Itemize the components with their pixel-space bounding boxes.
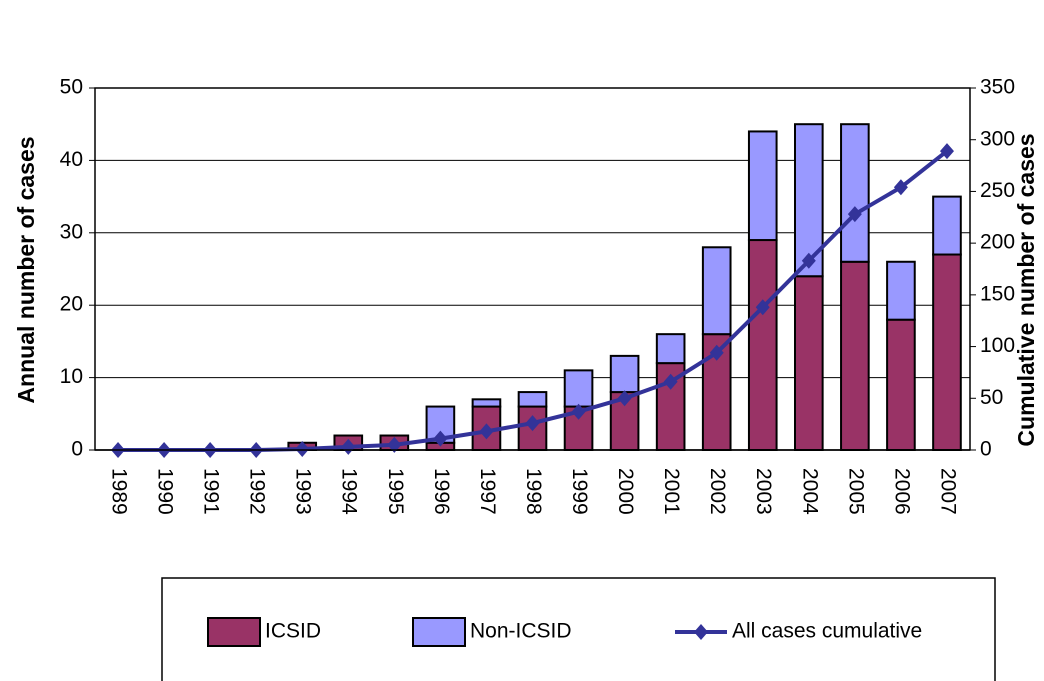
bar-segment [517, 391, 548, 408]
bar-segment [886, 318, 916, 451]
y2-tick-label: 300 [980, 127, 1015, 150]
bar-segment [747, 239, 778, 451]
y-tick-label: 50 [60, 76, 83, 99]
y-tick-label: 40 [60, 148, 83, 171]
x-tick-label: 1992 [246, 468, 269, 515]
legend [161, 577, 996, 681]
y2-tick-label: 250 [980, 179, 1015, 202]
x-tick-label: 2007 [936, 468, 959, 515]
line-marker [479, 423, 494, 440]
bar-segment [932, 253, 962, 451]
x-tick-label: 2006 [890, 468, 913, 515]
x-tick-label: 1994 [338, 468, 361, 515]
y-axis-title: Annual number of cases [13, 136, 39, 403]
y-tick-label: 30 [60, 220, 83, 243]
bar-segment [701, 246, 732, 336]
x-tick-label: 1998 [522, 468, 545, 515]
line-marker [939, 143, 954, 160]
y2-tick-label: 100 [980, 334, 1015, 357]
legend-label: All cases cumulative [732, 620, 922, 643]
bar-segment [563, 369, 594, 408]
legend-swatch [412, 617, 466, 647]
y2-tick-label: 150 [980, 282, 1015, 305]
line-marker [433, 430, 448, 447]
bar-segment [886, 260, 916, 321]
legend-label: ICSID [265, 620, 321, 643]
x-tick-label: 1995 [384, 468, 407, 515]
y2-tick-label: 200 [980, 231, 1015, 254]
x-tick-label: 2004 [798, 468, 821, 515]
line-marker [617, 390, 632, 407]
line-marker [709, 344, 724, 361]
x-tick-label: 2001 [660, 468, 683, 515]
x-tick-label: 1993 [292, 468, 315, 515]
bar-segment [471, 398, 502, 408]
line-marker [893, 179, 908, 196]
x-tick-label: 1999 [568, 468, 591, 515]
x-tick-label: 1989 [107, 468, 130, 515]
line-marker [295, 440, 310, 457]
x-tick-label: 2005 [844, 468, 867, 515]
y-tick-label: 10 [60, 365, 83, 388]
x-tick-label: 1990 [154, 468, 177, 515]
x-tick-label: 1991 [200, 468, 223, 515]
line-marker [341, 438, 356, 455]
line-marker [847, 206, 862, 223]
x-tick-label: 1996 [430, 468, 453, 515]
line-marker [571, 403, 586, 420]
y2-tick-label: 0 [980, 438, 992, 461]
bar-segment [840, 260, 870, 452]
y-tick-label: 0 [71, 438, 83, 461]
y-tick-label: 20 [60, 293, 83, 316]
y2-tick-label: 50 [980, 386, 1003, 409]
line-marker [663, 373, 678, 390]
line-marker [801, 252, 816, 269]
y2-axis-title: Cumulative number of cases [1013, 133, 1039, 446]
plot-area [94, 87, 971, 451]
bar-segment [609, 354, 640, 394]
x-tick-label: 2000 [614, 468, 637, 515]
legend-marker [694, 624, 708, 640]
legend-label: Non-ICSID [470, 620, 572, 643]
bar-segment [655, 333, 686, 365]
bar-segment [794, 275, 824, 451]
line-marker [755, 299, 770, 316]
bar-segment [840, 123, 870, 263]
legend-swatch [207, 617, 261, 647]
line-marker [387, 436, 402, 453]
x-tick-label: 2002 [706, 468, 729, 515]
bar-segment [747, 130, 778, 242]
bar-segment [932, 195, 962, 256]
x-tick-label: 2003 [752, 468, 775, 515]
x-tick-label: 1997 [476, 468, 499, 515]
y2-tick-label: 350 [980, 76, 1015, 99]
line-marker [525, 415, 540, 432]
